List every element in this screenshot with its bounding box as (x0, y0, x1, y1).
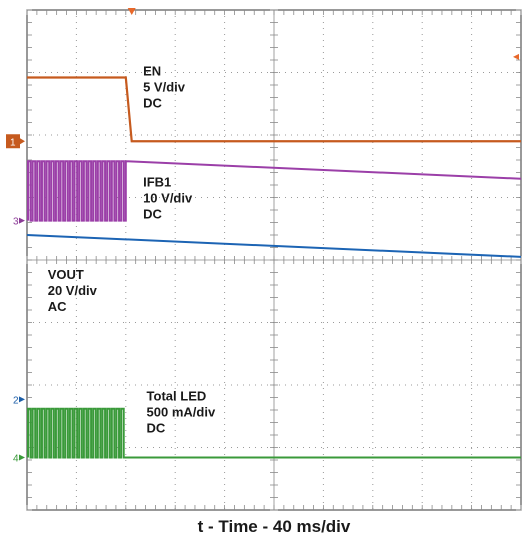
graticule (26, 9, 522, 511)
trace-vout (26, 234, 522, 258)
trigger-level-marker (513, 53, 519, 60)
trace-total-led (26, 407, 521, 459)
label-en-line: EN (143, 64, 161, 79)
label-ifb1-line: IFB1 (143, 174, 171, 189)
label-en: EN 5 V/div DC (143, 64, 186, 111)
label-total-led-line: 500 mA/div (147, 405, 216, 420)
trace-ifb1 (26, 160, 522, 222)
label-total-led-line: DC (147, 421, 166, 436)
channel-marker-2-label: 2 (13, 395, 19, 406)
label-total-led-line: Total LED (147, 389, 207, 404)
channel-marker-1-arrow (20, 138, 25, 145)
trace-en (27, 76, 521, 143)
label-total-led: Total LED 500 mA/div DC (147, 389, 216, 436)
label-ifb1-line: 10 V/div (143, 190, 193, 205)
label-vout-line: 20 V/div (48, 283, 98, 298)
label-en-line: 5 V/div (143, 80, 186, 95)
channel-marker-1-box (6, 134, 20, 149)
channel-marker-4-label: 4 (13, 454, 19, 465)
label-ifb1: IFB1 10 V/div DC (143, 174, 193, 221)
channel-marker-3-arrow (19, 217, 25, 224)
label-vout-line: AC (48, 299, 67, 314)
trigger-marker (127, 8, 136, 15)
x-axis-label: t - Time - 40 ms/div (198, 517, 351, 536)
label-en-line: DC (143, 96, 162, 111)
channel-marker-1-label: 1 (10, 137, 16, 148)
channel-marker-4-arrow (19, 454, 25, 461)
label-ifb1-line: DC (143, 206, 162, 221)
channel-marker-2-arrow (19, 396, 25, 403)
channel-marker-3-label: 3 (13, 217, 19, 228)
label-vout: VOUT 20 V/div AC (48, 267, 98, 314)
channel-markers: 1 3 2 4 (6, 53, 519, 465)
label-vout-line: VOUT (48, 267, 84, 282)
traces (26, 76, 522, 459)
